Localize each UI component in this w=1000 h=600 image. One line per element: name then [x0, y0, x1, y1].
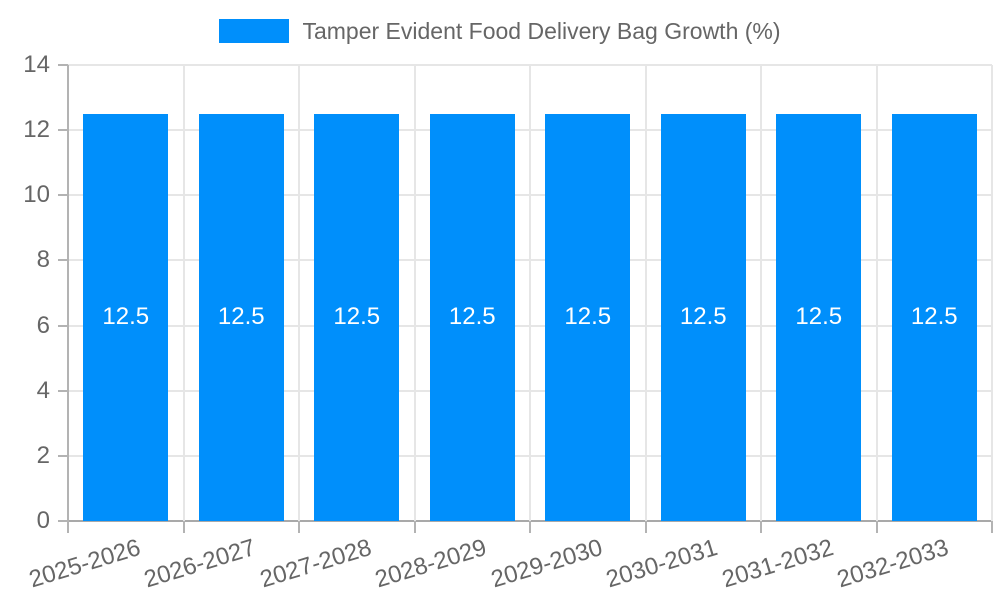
x-axis-label: 2027-2028 [256, 534, 375, 594]
bar-value-label: 12.5 [448, 303, 496, 331]
x-gridline [298, 65, 300, 521]
y-axis-tick [58, 520, 68, 522]
legend-label: Tamper Evident Food Delivery Bag Growth … [302, 18, 781, 44]
legend-row: Tamper Evident Food Delivery Bag Growth … [0, 16, 1000, 46]
bar-2031-2032[interactable]: 12.5 [776, 113, 862, 521]
y-axis-tick [58, 389, 68, 392]
bar-value-label: 12.5 [333, 303, 381, 331]
bar-value-label: 12.5 [795, 303, 843, 331]
bar-value-label: 12.5 [564, 303, 612, 331]
y-axis-tick [58, 194, 68, 197]
y-axis-tick [58, 324, 68, 327]
bar-value-label: 12.5 [217, 303, 265, 331]
x-axis-label: 2031-2032 [718, 534, 837, 594]
y-axis-tick [58, 64, 68, 66]
legend-swatch-icon [219, 19, 290, 43]
x-gridline [760, 65, 762, 521]
x-axis-tick [760, 521, 762, 533]
y-axis-tick [58, 454, 68, 457]
bar-2027-2028[interactable]: 12.5 [314, 113, 400, 521]
x-axis-tick [875, 521, 878, 533]
x-axis-tick [413, 521, 416, 533]
x-gridline [644, 65, 647, 521]
y-axis-label: 6 [36, 311, 50, 339]
bar-value-label: 12.5 [679, 303, 727, 331]
y-axis-line [67, 65, 69, 521]
y-axis-label: 14 [23, 51, 50, 78]
x-gridline [182, 65, 185, 521]
x-axis-label: 2028-2029 [372, 534, 491, 594]
y-axis-label: 0 [36, 507, 50, 534]
y-axis-label: 8 [36, 246, 50, 274]
y-axis-label: 10 [23, 181, 50, 209]
x-gridline [875, 65, 878, 521]
x-axis-tick [182, 521, 185, 533]
x-axis-tick [298, 521, 300, 533]
x-gridline [529, 65, 531, 521]
x-gridline [991, 65, 993, 521]
bar-2030-2031[interactable]: 12.5 [660, 113, 746, 521]
y-axis-tick [58, 259, 68, 262]
bar-2026-2027[interactable]: 12.5 [198, 113, 284, 521]
x-axis-label: 2025-2026 [25, 534, 144, 594]
y-axis-label: 12 [23, 116, 50, 144]
legend-item[interactable]: Tamper Evident Food Delivery Bag Growth … [219, 16, 781, 46]
y-axis-tick [58, 129, 68, 132]
x-axis-label: 2032-2033 [834, 534, 953, 594]
x-axis-tick [644, 521, 647, 533]
bar-value-label: 12.5 [910, 303, 958, 331]
x-gridline [413, 65, 416, 521]
bar-2028-2029[interactable]: 12.5 [429, 113, 515, 521]
x-axis-label: 2026-2027 [141, 534, 260, 594]
y-axis-label: 4 [36, 376, 50, 404]
bar-2029-2030[interactable]: 12.5 [545, 113, 631, 521]
bar-value-label: 12.5 [102, 303, 150, 331]
x-axis-label: 2030-2031 [603, 534, 722, 594]
x-axis-tick [67, 521, 69, 533]
x-axis-tick [991, 521, 993, 533]
x-axis-label: 2029-2030 [487, 534, 606, 594]
x-axis-tick [529, 521, 531, 533]
y-axis-label: 2 [36, 441, 50, 469]
bar-2032-2033[interactable]: 12.5 [891, 113, 977, 521]
bar-2025-2026[interactable]: 12.5 [83, 113, 169, 521]
